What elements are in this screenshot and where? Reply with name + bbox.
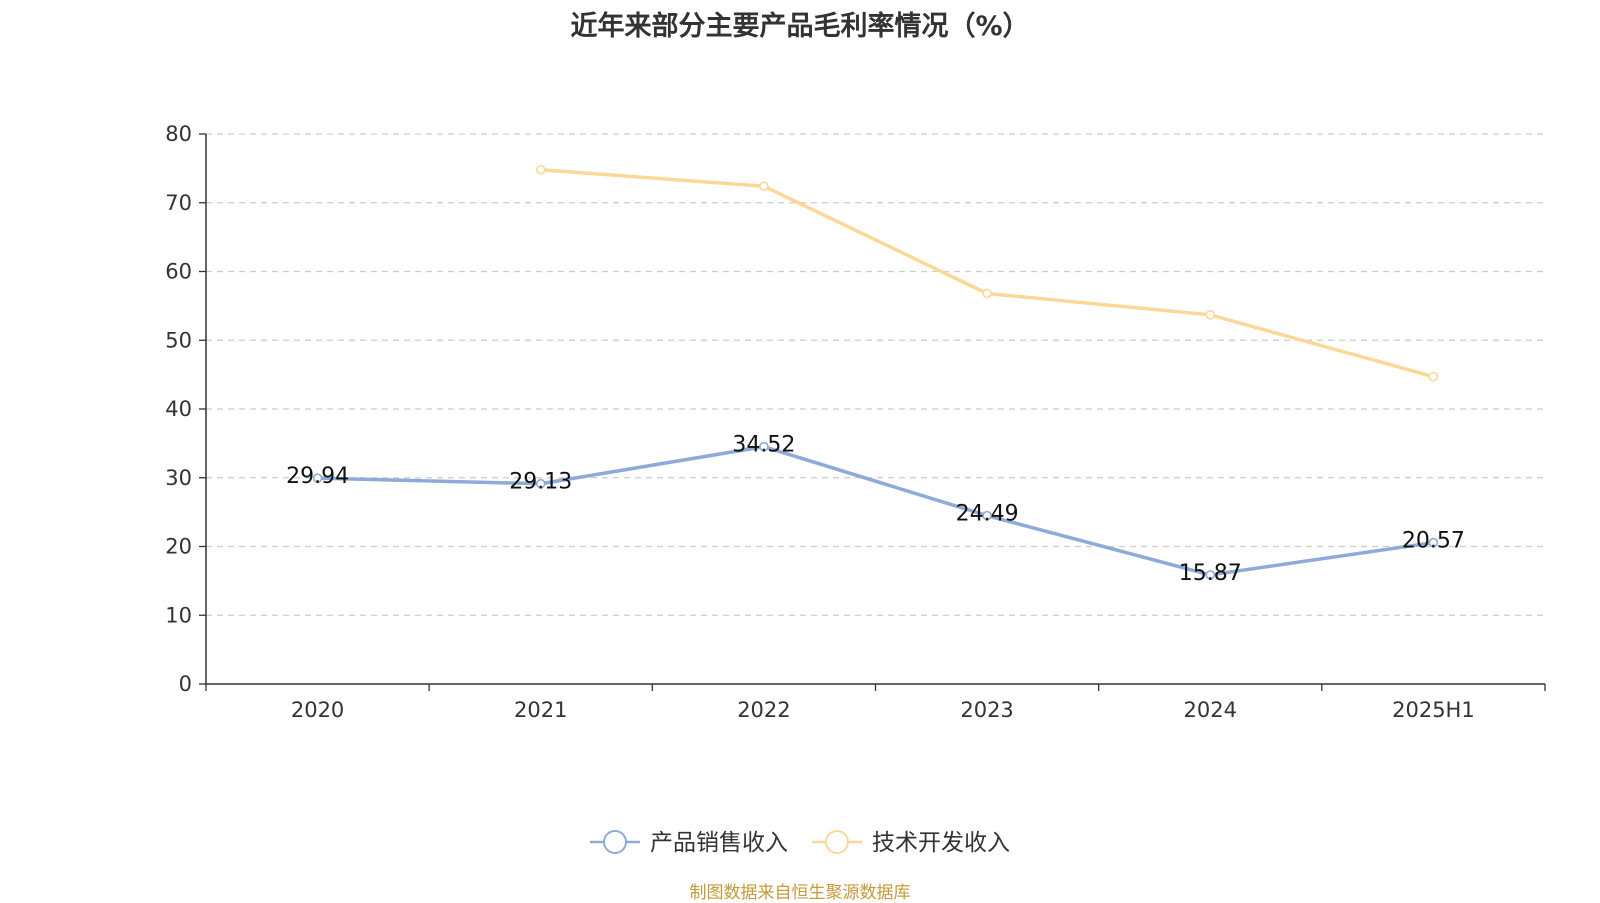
gridlines [206,133,1545,616]
legend-marker [825,830,849,854]
data-labels: 29.94 29.13 34.52 24.49 15.87 20.57 [286,433,1465,586]
legend[interactable]: 产品销售收入 技术开发收入 [590,830,1010,856]
data-point [1205,570,1216,580]
legend-label: 技术开发收入 [872,830,1010,856]
data-label: 29.13 [509,470,572,495]
data-point [982,288,992,299]
data-point [312,473,323,483]
y-tick-label: 60 [165,260,192,284]
series-lines [312,164,1439,580]
x-tick-label: 2024 [1184,698,1237,722]
data-point [1205,310,1216,320]
data-label: 20.57 [1402,529,1465,554]
axes: 0 10 20 30 40 50 60 70 80 2020 2021 2022 2023 2024 202… [165,122,1546,722]
y-tick-label: 50 [165,328,192,352]
legend-marker [603,830,627,854]
y-tick-label: 30 [165,466,192,490]
y-tick-label: 0 [179,672,192,696]
x-tick-label: 2023 [960,698,1013,722]
data-point [535,478,546,489]
y-tick-label: 10 [165,603,192,627]
data-point [1428,371,1439,382]
data-label: 29.94 [286,464,349,489]
legend-item-2[interactable]: 技术开发收入 [812,830,1010,856]
y-tick-label: 40 [165,397,192,421]
legend-label: 产品销售收入 [650,830,788,856]
x-tick-label: 2025H1 [1392,698,1475,722]
data-label: 15.87 [1179,561,1242,586]
x-tick-label: 2021 [514,698,567,722]
data-point [759,441,769,452]
data-point [982,510,992,521]
data-point [1428,537,1439,548]
y-tick-label: 70 [165,191,192,215]
chart-title: 近年来部分主要产品毛利率情况（%） [570,11,1030,42]
x-tick-label: 2022 [737,698,790,722]
data-label: 24.49 [956,502,1019,527]
data-point [535,164,546,175]
y-tick-label: 80 [165,122,192,146]
series-line-1 [317,444,1434,577]
legend-item-1[interactable]: 产品销售收入 [590,830,788,856]
data-label: 34.52 [732,433,795,458]
y-tick-label: 20 [165,535,192,559]
source-note: 制图数据来自恒生聚源数据库 [689,883,911,903]
series-line-2 [540,168,1434,379]
x-tick-label: 2020 [291,698,344,722]
data-point [759,181,769,192]
